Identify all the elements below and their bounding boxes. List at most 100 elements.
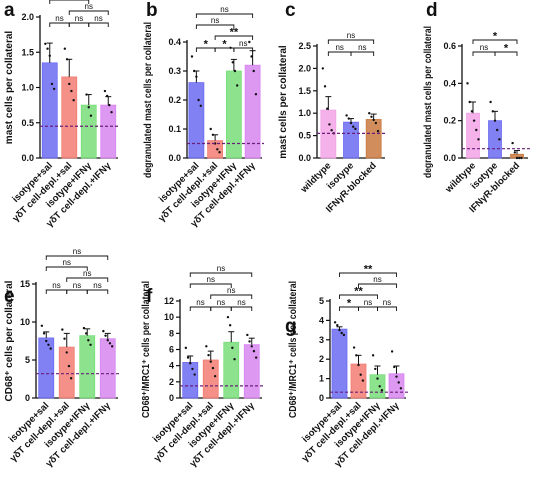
data-point	[496, 128, 499, 132]
significance-label: ns	[75, 14, 83, 23]
data-point	[328, 123, 331, 126]
data-point	[61, 328, 64, 331]
y-axis-label: CD68⁺/MRC1⁺ cells per collateral	[141, 281, 152, 418]
y-axis-label: mast cells per collateral	[278, 45, 289, 159]
data-point	[475, 128, 478, 132]
significance-bracket	[86, 289, 109, 294]
significance-bracket	[68, 10, 109, 15]
y-tick-label: 0.3	[168, 66, 181, 76]
data-point	[515, 156, 519, 160]
data-point	[336, 324, 339, 327]
data-point	[233, 69, 237, 73]
significance-label: ns	[94, 14, 102, 23]
significance-label: ns	[335, 43, 343, 52]
data-point	[468, 100, 471, 104]
bar	[41, 62, 58, 159]
significance-label: ns	[52, 281, 60, 290]
y-tick-label: 0	[25, 393, 30, 403]
bar	[38, 337, 55, 399]
y-tick-label: 12	[164, 296, 174, 306]
panel-letter: c	[285, 0, 296, 21]
data-point	[489, 100, 492, 104]
significance-bracket	[233, 47, 254, 52]
data-point	[330, 129, 333, 132]
significance-label: **	[230, 27, 239, 39]
data-point	[340, 331, 343, 335]
data-point	[106, 339, 109, 342]
significance-label: *	[222, 39, 227, 51]
significance-bracket	[472, 39, 518, 44]
significance-bracket	[350, 51, 375, 56]
y-tick-label: 10	[20, 317, 30, 327]
data-point	[254, 93, 258, 96]
data-point	[69, 377, 73, 380]
bar	[182, 362, 199, 399]
y-tick-label: 0.4	[443, 78, 456, 88]
data-point	[380, 389, 384, 392]
data-point	[218, 151, 221, 154]
data-point	[472, 119, 476, 122]
data-point	[42, 332, 46, 335]
y-tick-label: 2.0	[298, 63, 311, 73]
significance-label: ns	[358, 43, 366, 52]
significance-label: *	[504, 43, 509, 55]
y-tick-label: 10	[164, 312, 174, 322]
data-point	[68, 82, 71, 86]
data-point	[40, 324, 44, 327]
significance-bracket	[68, 22, 90, 27]
y-tick-label: 15	[20, 279, 30, 289]
data-point	[393, 365, 396, 369]
y-tick-label: 0.0	[298, 153, 311, 163]
significance-label: *	[493, 31, 498, 43]
panel-a: a mast cells per collateral 0.0 0.5 1.0 1.5 2.…	[4, 0, 120, 230]
bar	[466, 112, 480, 159]
data-point	[191, 367, 194, 371]
panel-letter: e	[4, 286, 15, 307]
significance-label: ns	[239, 39, 247, 48]
y-tick-label: 2.0	[21, 12, 34, 22]
data-point	[233, 358, 236, 361]
significance-label: ns	[85, 2, 93, 11]
data-point	[231, 61, 234, 64]
data-point	[104, 334, 107, 337]
y-tick-label: 4	[169, 361, 174, 371]
significance-bracket	[195, 24, 235, 29]
data-point	[89, 343, 92, 346]
y-tick-label: 0.4	[168, 37, 181, 47]
data-point	[209, 360, 212, 363]
significance-bracket	[45, 266, 88, 271]
significance-label: *	[347, 298, 352, 310]
panel-letter: g	[285, 316, 297, 337]
data-point	[520, 156, 523, 160]
significance-label: ns	[196, 298, 204, 307]
significance-bracket	[210, 306, 232, 311]
data-point	[105, 94, 109, 98]
y-tick-label: 0.2	[443, 116, 456, 126]
data-point	[352, 125, 355, 128]
data-point	[246, 333, 249, 337]
data-point	[470, 110, 474, 113]
significance-label: ns	[373, 275, 381, 284]
bar	[202, 359, 219, 399]
y-tick-label: 8	[169, 328, 174, 338]
significance-label: ns	[347, 31, 355, 40]
data-point	[44, 42, 47, 45]
significance-bracket	[339, 272, 397, 277]
y-tick-label: 0.0	[168, 153, 181, 163]
data-point	[250, 55, 253, 58]
y-tick-label: 0	[169, 393, 174, 403]
y-axis-label: CD68⁺ cells per collateral	[4, 280, 15, 401]
data-point	[47, 343, 50, 346]
data-point	[84, 332, 88, 335]
data-point	[209, 127, 212, 131]
significance-label: **	[354, 286, 363, 298]
data-point	[477, 138, 480, 141]
data-point	[359, 373, 362, 376]
bar	[80, 104, 97, 159]
data-point	[226, 315, 230, 319]
data-point	[213, 374, 217, 378]
data-point	[87, 106, 90, 109]
data-point	[211, 366, 215, 370]
data-point	[89, 114, 93, 117]
